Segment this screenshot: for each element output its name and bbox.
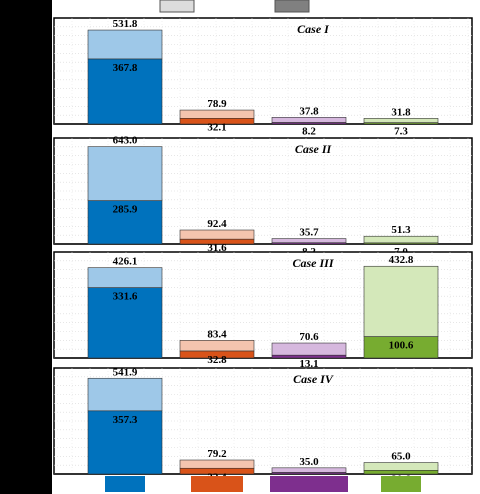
category-box-ge: [381, 476, 421, 492]
data-label-base: 357.3: [113, 414, 138, 426]
panel-case-3: 426.1 331.6 83.4 32.8 70.6 13.1 432.8 100.6 Case…: [53, 251, 473, 370]
panel-case-1: 531.8 367.8 78.9 32.1 37.8 8.2 31.8 7.3 Case I: [53, 17, 473, 138]
bar-base-ge: [363, 336, 439, 359]
data-label-total: 51.3: [391, 224, 411, 236]
legend-swatch-dark: [274, 0, 310, 13]
bar-base-ge: [363, 470, 439, 475]
bar-total-sofc: [271, 117, 347, 123]
bar-base-ge: [363, 122, 439, 125]
bar-total-pemfc: [179, 229, 255, 240]
panel-title: Case I: [297, 22, 330, 36]
bar-base-pemfc: [179, 467, 255, 475]
data-label-total: 78.9: [207, 98, 227, 110]
bar-base-sofc: [271, 122, 347, 125]
data-label-total: 426.1: [113, 256, 138, 268]
data-label-total: 70.6: [299, 331, 319, 343]
data-label-total: 643.0: [113, 135, 138, 147]
bar-base-sofc: [271, 354, 347, 359]
category-label-row: [105, 476, 421, 492]
bar-total-ess: [87, 29, 163, 60]
data-label-total: 65.0: [391, 451, 411, 463]
bar-base-ess: [87, 200, 163, 245]
data-label-total: 541.9: [113, 366, 138, 378]
data-label-base: 32.8: [207, 354, 227, 366]
data-label-base: 32.1: [207, 121, 226, 133]
data-label-base: 8.2: [302, 126, 316, 138]
bar-base-sofc: [271, 472, 347, 475]
data-label-base: 285.9: [113, 204, 138, 216]
data-label-base: 7.3: [394, 126, 408, 138]
panel-title: Case IV: [293, 372, 334, 386]
bar-base-ess: [87, 58, 163, 125]
data-label-total: 432.8: [389, 254, 414, 266]
bar-total-ge: [363, 118, 439, 124]
data-label-total: 31.8: [391, 106, 411, 118]
bar-total-sofc: [271, 467, 347, 473]
bar-base-ess: [87, 410, 163, 475]
data-label-total: 35.7: [299, 227, 319, 239]
bar-total-ge: [363, 265, 439, 337]
bar-base-ge: [363, 242, 439, 245]
bar-total-ge: [363, 235, 439, 244]
panel-title: Case III: [292, 256, 334, 270]
bar-base-sofc: [271, 242, 347, 245]
bar-total-sofc: [271, 238, 347, 244]
legend: [159, 0, 310, 13]
data-label-base: 367.8: [113, 62, 138, 74]
data-label-total: 79.2: [207, 448, 227, 460]
category-box-pemfc: [191, 476, 243, 492]
left-axis-strip: [0, 0, 52, 494]
bar-total-sofc: [271, 342, 347, 356]
bar-base-pemfc: [179, 118, 255, 125]
bar-base-pemfc: [179, 350, 255, 359]
panels: 531.8 367.8 78.9 32.1 37.8 8.2 31.8 7.3 Case I 64…: [53, 17, 473, 487]
bar-base-pemfc: [179, 238, 255, 245]
bar-total-pemfc: [179, 459, 255, 469]
data-label-base: 100.6: [389, 340, 414, 352]
data-label-total: 531.8: [113, 18, 138, 30]
bar-total-ge: [363, 462, 439, 471]
bar-total-pemfc: [179, 340, 255, 352]
legend-swatch-light: [159, 0, 195, 13]
data-label-total: 37.8: [299, 105, 319, 117]
category-box-sofc: [270, 476, 348, 492]
data-label-base: 31.6: [207, 242, 227, 254]
data-label-base: 13.1: [299, 358, 318, 370]
bar-total-ess: [87, 377, 163, 412]
panel-title: Case II: [295, 142, 333, 156]
data-label-base: 331.6: [113, 291, 138, 303]
bar-total-ess: [87, 146, 163, 202]
bar-total-pemfc: [179, 109, 255, 119]
data-label-total: 83.4: [207, 328, 227, 340]
bar-base-ess: [87, 287, 163, 359]
bar-total-ess: [87, 267, 163, 289]
category-box-ess: [105, 476, 145, 492]
data-label-total: 35.0: [299, 456, 319, 468]
data-label-total: 92.4: [207, 218, 227, 230]
